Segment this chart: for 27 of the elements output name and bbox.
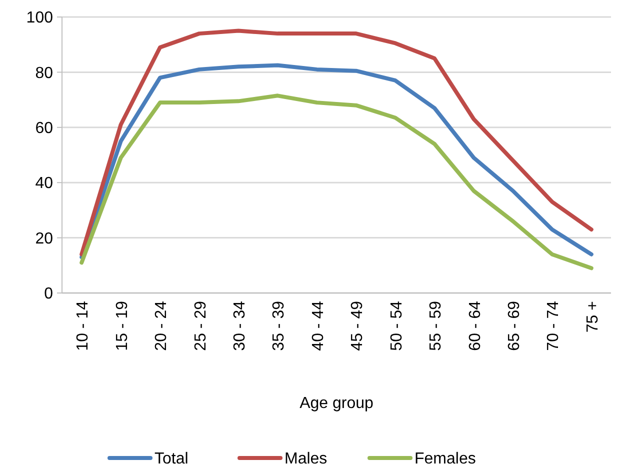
x-tick-label: 45 - 49: [349, 300, 366, 351]
x-tick-label: 10 - 14: [74, 300, 92, 351]
y-tick-label: 100: [26, 10, 54, 27]
legend-label: Males: [284, 450, 328, 468]
y-tick-label: 0: [44, 286, 54, 303]
x-tick-label: 50 - 54: [388, 300, 406, 351]
y-tick-label: 20: [35, 230, 54, 248]
line-series: [80, 94, 594, 270]
line-series: [80, 63, 594, 260]
y-tick-label: 80: [35, 64, 54, 82]
x-tick-label: 65 - 69: [506, 300, 523, 351]
x-tick-label: 70 - 74: [545, 300, 562, 351]
x-tick-label: 35 - 39: [270, 300, 288, 351]
legend-label: Females: [414, 450, 476, 468]
x-axis-title: Age group: [300, 395, 374, 412]
y-tick-label: 40: [35, 175, 54, 192]
legend-label: Total: [154, 450, 188, 468]
x-tick-label: 30 - 34: [231, 300, 248, 351]
x-tick-label: 60 - 64: [466, 300, 484, 351]
x-tick-label: 55 - 59: [428, 300, 445, 351]
x-tick-label: 25 - 29: [192, 300, 210, 351]
x-tick-label: 75 +: [584, 301, 602, 333]
x-tick-label: 15 - 19: [114, 300, 131, 351]
y-tick-label: 60: [35, 120, 54, 137]
x-tick-label: 20 - 24: [153, 300, 170, 351]
x-tick-label: 40 - 44: [310, 300, 327, 351]
line-series: [80, 28, 594, 256]
